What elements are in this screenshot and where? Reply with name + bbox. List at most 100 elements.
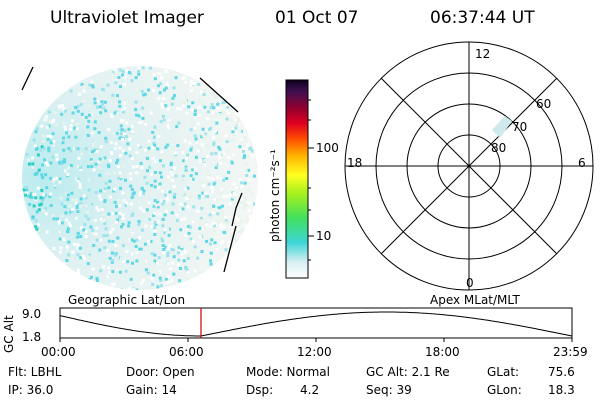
speckle-pixel [111, 270, 115, 274]
speckle-pixel [128, 147, 132, 151]
speckle-pixel [159, 279, 163, 282]
speckle-pixel [162, 251, 165, 255]
speckle-pixel [93, 120, 97, 124]
speckle-pixel [107, 165, 111, 169]
speckle-pixel [218, 155, 222, 159]
limb-mark [231, 192, 243, 227]
speckle-pixel [250, 140, 254, 144]
speckle-pixel [91, 267, 95, 271]
speckle-pixel [236, 120, 240, 124]
speckle-pixel [211, 208, 215, 212]
speckle-pixel [60, 112, 64, 116]
timeline-x-tick: 18:00 [425, 345, 460, 359]
speckle-pixel [196, 209, 200, 213]
speckle-pixel [232, 133, 236, 137]
speckle-pixel [142, 266, 146, 270]
speckle-pixel [178, 279, 182, 283]
speckle-pixel [172, 100, 176, 104]
speckle-pixel [69, 164, 73, 167]
speckle-pixel [125, 121, 129, 125]
speckle-pixel [161, 189, 164, 193]
speckle-pixel [121, 191, 125, 195]
speckle-pixel [103, 246, 107, 250]
speckle-pixel [142, 260, 146, 264]
speckle-pixel [192, 177, 196, 181]
speckle-pixel [197, 132, 201, 136]
speckle-pixel [159, 284, 163, 288]
speckle-pixel [33, 193, 37, 197]
speckle-pixel [203, 191, 207, 195]
speckle-pixel [174, 174, 178, 178]
speckle-pixel [67, 147, 71, 150]
speckle-pixel [218, 152, 222, 156]
speckle-pixel [198, 221, 202, 224]
status-filter: Flt: LBHL [8, 365, 62, 379]
speckle-pixel [126, 203, 130, 207]
speckle-pixel [76, 271, 80, 275]
speckle-pixel [73, 126, 77, 130]
speckle-pixel [139, 120, 143, 124]
timeline-x-tick: 12:00 [297, 345, 332, 359]
speckle-pixel [161, 244, 165, 247]
speckle-pixel [69, 124, 73, 127]
speckle-pixel [128, 238, 132, 242]
polar-mlt-label: 18 [347, 156, 363, 170]
speckle-pixel [71, 250, 75, 254]
speckle-pixel [78, 246, 82, 250]
speckle-pixel [220, 210, 224, 214]
speckle-pixel [204, 195, 208, 199]
speckle-pixel [94, 162, 98, 166]
speckle-pixel [134, 76, 138, 80]
speckle-pixel [227, 220, 231, 224]
speckle-pixel [246, 143, 250, 147]
speckle-pixel [62, 238, 66, 242]
speckle-pixel [230, 161, 234, 165]
speckle-pixel [164, 179, 168, 183]
speckle-pixel [31, 192, 35, 196]
speckle-pixel [177, 263, 180, 267]
speckle-pixel [158, 182, 162, 186]
speckle-pixel [144, 148, 147, 152]
speckle-pixel [192, 82, 196, 86]
speckle-pixel [139, 190, 143, 194]
speckle-pixel [166, 116, 170, 120]
speckle-pixel [151, 156, 155, 160]
speckle-pixel [52, 217, 56, 221]
speckle-pixel [203, 163, 207, 167]
speckle-pixel [153, 199, 157, 203]
speckle-pixel [216, 175, 220, 179]
speckle-pixel [31, 165, 35, 169]
speckle-pixel [107, 212, 111, 216]
speckle-pixel [69, 127, 73, 131]
speckle-pixel [133, 87, 137, 90]
speckle-pixel [173, 151, 177, 155]
speckle-pixel [142, 93, 146, 97]
speckle-pixel [164, 245, 168, 249]
speckle-pixel [167, 175, 171, 179]
speckle-pixel [160, 102, 163, 106]
speckle-pixel [152, 214, 156, 217]
speckle-pixel [186, 270, 190, 274]
speckle-pixel [100, 100, 104, 104]
speckle-pixel [97, 208, 100, 212]
speckle-pixel [111, 72, 115, 76]
speckle-pixel [35, 210, 39, 214]
speckle-pixel [194, 172, 198, 176]
speckle-pixel [52, 144, 56, 148]
speckle-pixel [140, 89, 144, 93]
speckle-pixel [113, 200, 117, 204]
speckle-pixel [49, 141, 53, 145]
speckle-pixel [36, 153, 40, 157]
speckle-pixel [127, 103, 131, 107]
speckle-pixel [40, 188, 44, 192]
speckle-pixel [91, 228, 95, 232]
speckle-pixel [86, 134, 90, 137]
speckle-pixel [80, 83, 84, 86]
speckle-pixel [239, 200, 243, 204]
speckle-pixel [146, 271, 150, 275]
speckle-pixel [90, 131, 94, 135]
speckle-pixel [78, 182, 82, 186]
speckle-pixel [171, 261, 175, 265]
speckle-pixel [110, 251, 114, 255]
